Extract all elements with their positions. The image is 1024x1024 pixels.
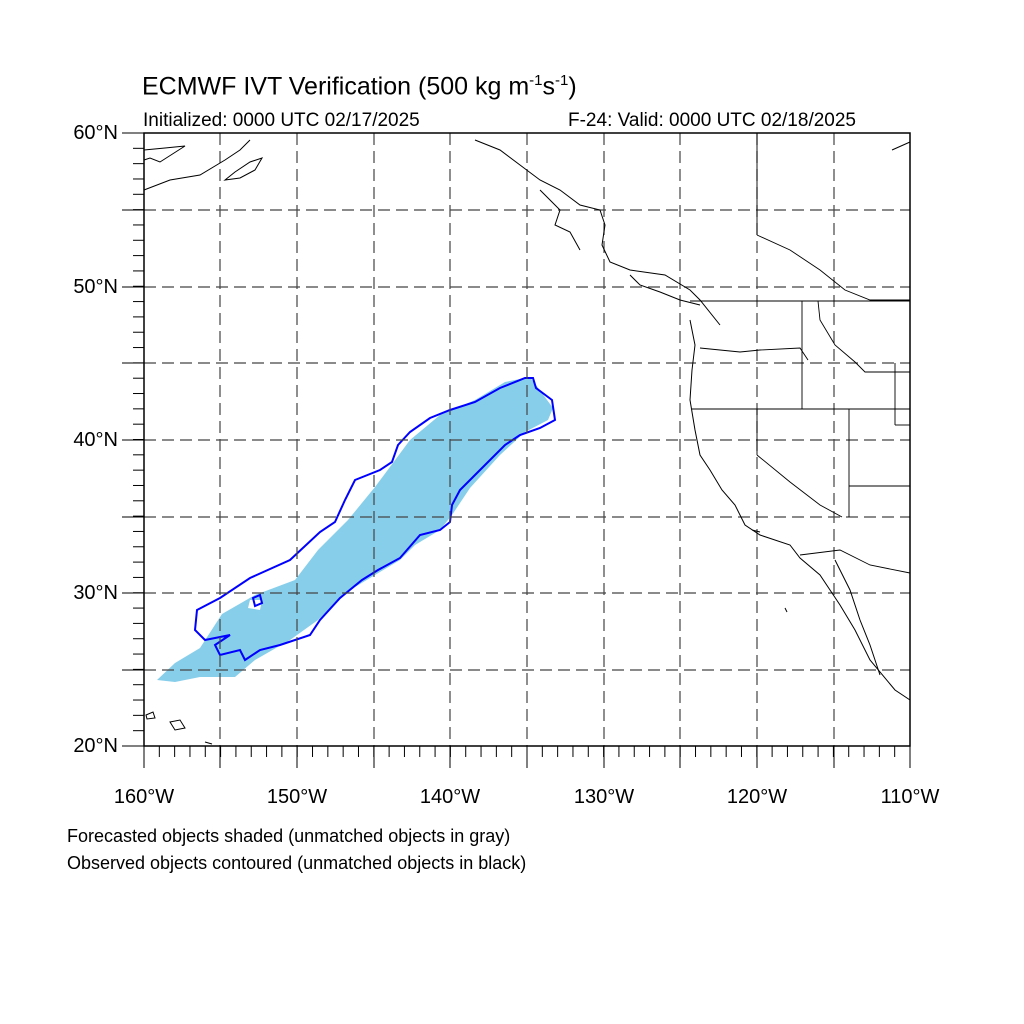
observed-ivt-small-contour [251, 593, 264, 608]
lon-label-150: 150°W [266, 786, 328, 808]
lat-label-50: 50°N [73, 276, 118, 298]
minor-lon-ticks [143, 746, 911, 757]
lon-label-120: 120°W [726, 786, 788, 808]
map-title: ECMWF IVT Verification (500 kg m-1s-1) [142, 72, 577, 101]
grid-lines [144, 133, 910, 746]
coastline [143, 139, 911, 745]
observed-ivt-contour [193, 377, 557, 662]
lat-label-30: 30°N [73, 582, 118, 604]
initialized-time: Initialized: 0000 UTC 02/17/2025 [143, 110, 420, 131]
lat-label-40: 40°N [73, 429, 118, 451]
forecast-note: Forecasted objects shaded (unmatched obj… [67, 826, 511, 846]
lat-label-20: 20°N [73, 735, 118, 757]
political-boundaries [690, 133, 911, 574]
lon-label-130: 130°W [573, 786, 635, 808]
forecast-ivt-object [157, 377, 553, 682]
lon-label-110: 110°W [880, 786, 940, 808]
lat-label-60: 60°N [73, 122, 118, 144]
observed-note: Observed objects contoured (unmatched ob… [67, 853, 527, 873]
valid-time: F-24: Valid: 0000 UTC 02/18/2025 [568, 110, 856, 131]
lon-label-140: 140°W [419, 786, 481, 808]
lon-label-160: 160°W [113, 786, 175, 808]
minor-lat-ticks [133, 132, 144, 747]
